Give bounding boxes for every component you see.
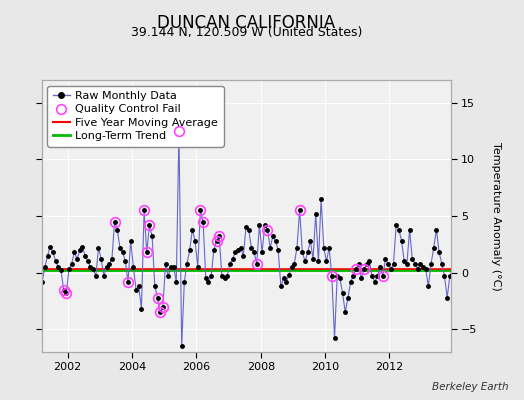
- Legend: Raw Monthly Data, Quality Control Fail, Five Year Moving Average, Long-Term Tren: Raw Monthly Data, Quality Control Fail, …: [48, 86, 224, 147]
- Text: Berkeley Earth: Berkeley Earth: [432, 382, 508, 392]
- Y-axis label: Temperature Anomaly (°C): Temperature Anomaly (°C): [492, 142, 501, 290]
- Text: 39.144 N, 120.509 W (United States): 39.144 N, 120.509 W (United States): [130, 26, 362, 39]
- Text: DUNCAN CALIFORNIA: DUNCAN CALIFORNIA: [157, 14, 335, 32]
